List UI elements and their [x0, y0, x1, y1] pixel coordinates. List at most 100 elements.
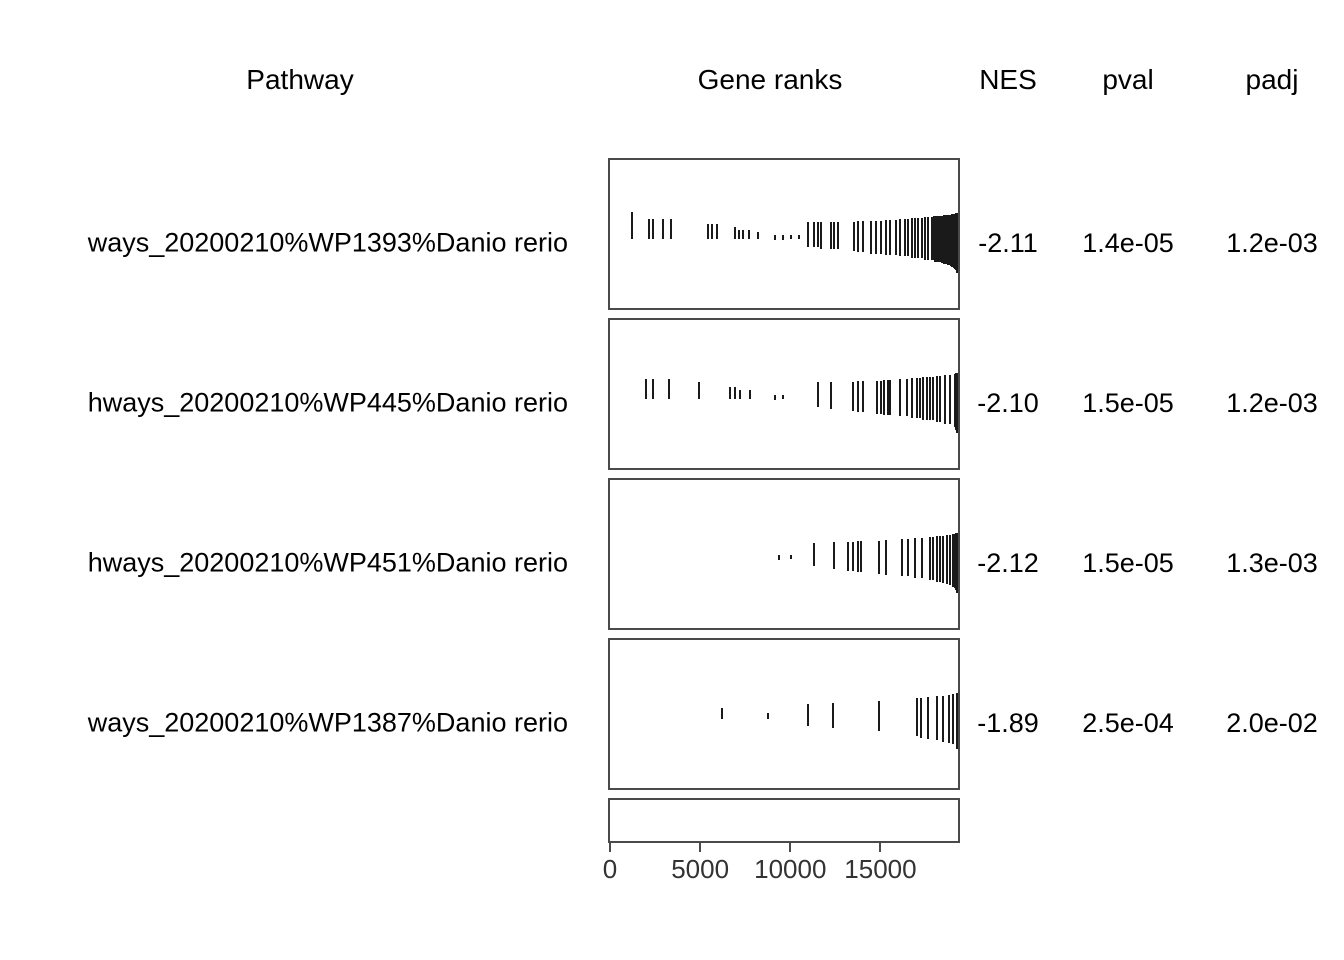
gene-rank-tick	[936, 216, 938, 262]
gene-rank-tick	[927, 217, 930, 260]
gene-rank-tick	[884, 540, 887, 575]
pval-value: 1.5e-05	[1082, 548, 1174, 578]
gene-rank-tick	[937, 216, 940, 262]
padj-value: 2.0e-02	[1226, 708, 1318, 738]
x-axis: 0 5000 10000 15000	[0, 843, 1344, 893]
gene-rank-tick	[831, 703, 834, 728]
column-header-pval: pval	[1102, 64, 1154, 95]
gene-rank-tick	[942, 536, 945, 583]
table-row: hways_20200210%WP445%Danio rerio -2.10 1…	[0, 318, 1344, 470]
gene-rank-tick	[790, 555, 793, 559]
gene-rank-tick	[817, 222, 820, 247]
gene-rank-tick	[939, 216, 942, 262]
x-axis-panel	[608, 798, 960, 843]
column-header-gene-ranks: Gene ranks	[697, 64, 843, 95]
gene-rank-tick	[830, 382, 833, 409]
gene-rank-tick	[934, 216, 937, 262]
gene-rank-tick	[820, 222, 823, 249]
gene-rank-tick	[889, 220, 892, 255]
gene-rank-tick	[861, 221, 864, 252]
gene-rank-tick	[837, 222, 839, 249]
gene-rank-tick	[670, 219, 673, 239]
padj-value: 1.2e-03	[1226, 388, 1318, 418]
pathway-label-cell: hways_20200210%WP451%Danio rerio	[0, 478, 585, 630]
column-header-padj: padj	[1245, 64, 1299, 95]
gene-rank-tick	[951, 694, 954, 744]
pval-value: 2.5e-04	[1082, 708, 1174, 738]
gene-ranks-panel	[608, 318, 960, 470]
gene-rank-tick	[817, 382, 820, 407]
gene-rank-tick	[919, 378, 922, 418]
gene-rank-tick	[932, 537, 935, 580]
gene-rank-tick	[729, 387, 731, 399]
gene-rank-tick	[777, 555, 780, 560]
gene-rank-tick	[941, 216, 944, 263]
gene-rank-tick	[651, 379, 654, 399]
padj-value: 1.2e-03	[1226, 228, 1318, 258]
pathway-label-cell: hways_20200210%WP445%Danio rerio	[0, 318, 585, 470]
gene-rank-tick	[914, 538, 917, 578]
gene-rank-tick	[806, 704, 809, 726]
gene-rank-tick	[953, 534, 956, 588]
gene-rank-tick	[773, 395, 776, 400]
pathway-label: ways_20200210%WP1393%Danio rerio	[87, 227, 568, 258]
gene-rank-tick	[931, 217, 934, 260]
gene-ranks-panel	[608, 478, 960, 630]
gene-rank-tick	[943, 375, 946, 424]
gene-rank-tick	[904, 219, 907, 256]
gene-rank-tick	[947, 215, 950, 265]
gene-rank-tick	[734, 227, 737, 239]
gene-rank-tick	[652, 219, 655, 239]
gene-rank-tick	[956, 533, 958, 593]
gene-rank-tick	[939, 376, 942, 422]
gene-rank-tick	[956, 373, 958, 433]
padj-value: 1.3e-03	[1226, 548, 1318, 578]
gene-rank-tick	[924, 217, 927, 260]
pathway-label: hways_20200210%WP451%Danio rerio	[87, 547, 568, 578]
gene-rank-tick	[721, 708, 724, 719]
gene-rank-tick	[916, 698, 919, 736]
gene-rank-tick	[813, 543, 816, 566]
gene-rank-tick	[945, 535, 948, 584]
gene-rank-tick	[710, 224, 713, 239]
gene-rank-tick	[879, 221, 882, 254]
gene-rank-tick	[899, 219, 902, 256]
gene-rank-tick	[747, 230, 750, 239]
gene-rank-tick	[939, 536, 942, 582]
gene-rank-tick	[879, 381, 882, 414]
gene-rank-tick	[734, 387, 737, 399]
gene-rank-tick	[954, 374, 957, 427]
gene-rank-tick	[948, 535, 951, 585]
gene-rank-tick	[906, 379, 909, 416]
gene-rank-tick	[901, 539, 904, 576]
gene-rank-tick	[741, 230, 744, 239]
gene-rank-tick	[767, 713, 770, 719]
gene-rank-tick	[861, 381, 864, 412]
table-row: ways_20200210%WP1393%Danio rerio -2.11 1…	[0, 158, 1344, 310]
gene-rank-tick	[877, 541, 880, 574]
x-axis-tick-mark	[699, 843, 702, 852]
pval-value: 1.4e-05	[1082, 228, 1174, 258]
gene-ranks-panel	[608, 158, 960, 310]
gene-rank-tick	[874, 221, 877, 254]
gene-rank-tick	[948, 375, 951, 424]
gene-rank-tick	[738, 230, 741, 239]
gene-rank-tick	[917, 218, 920, 258]
pathway-label: ways_20200210%WP1387%Danio rerio	[87, 707, 568, 738]
gene-rank-tick	[668, 379, 671, 399]
column-header-nes: NES	[979, 64, 1037, 95]
gene-rank-tick	[907, 539, 910, 576]
gene-rank-tick	[798, 235, 801, 239]
nes-value: -2.10	[977, 388, 1039, 418]
gene-rank-tick	[630, 212, 633, 239]
gene-rank-tick	[956, 693, 958, 749]
pathway-label-cell: ways_20200210%WP1393%Danio rerio	[0, 158, 585, 310]
x-axis-tick-label: 10000	[754, 854, 827, 884]
pathway-label-cell: ways_20200210%WP1387%Danio rerio	[0, 638, 585, 790]
nes-value: -2.11	[978, 228, 1038, 258]
gene-rank-tick	[707, 224, 710, 239]
pval-value: 1.5e-05	[1082, 388, 1174, 418]
gene-rank-tick	[830, 222, 833, 249]
gene-rank-tick	[921, 218, 924, 258]
